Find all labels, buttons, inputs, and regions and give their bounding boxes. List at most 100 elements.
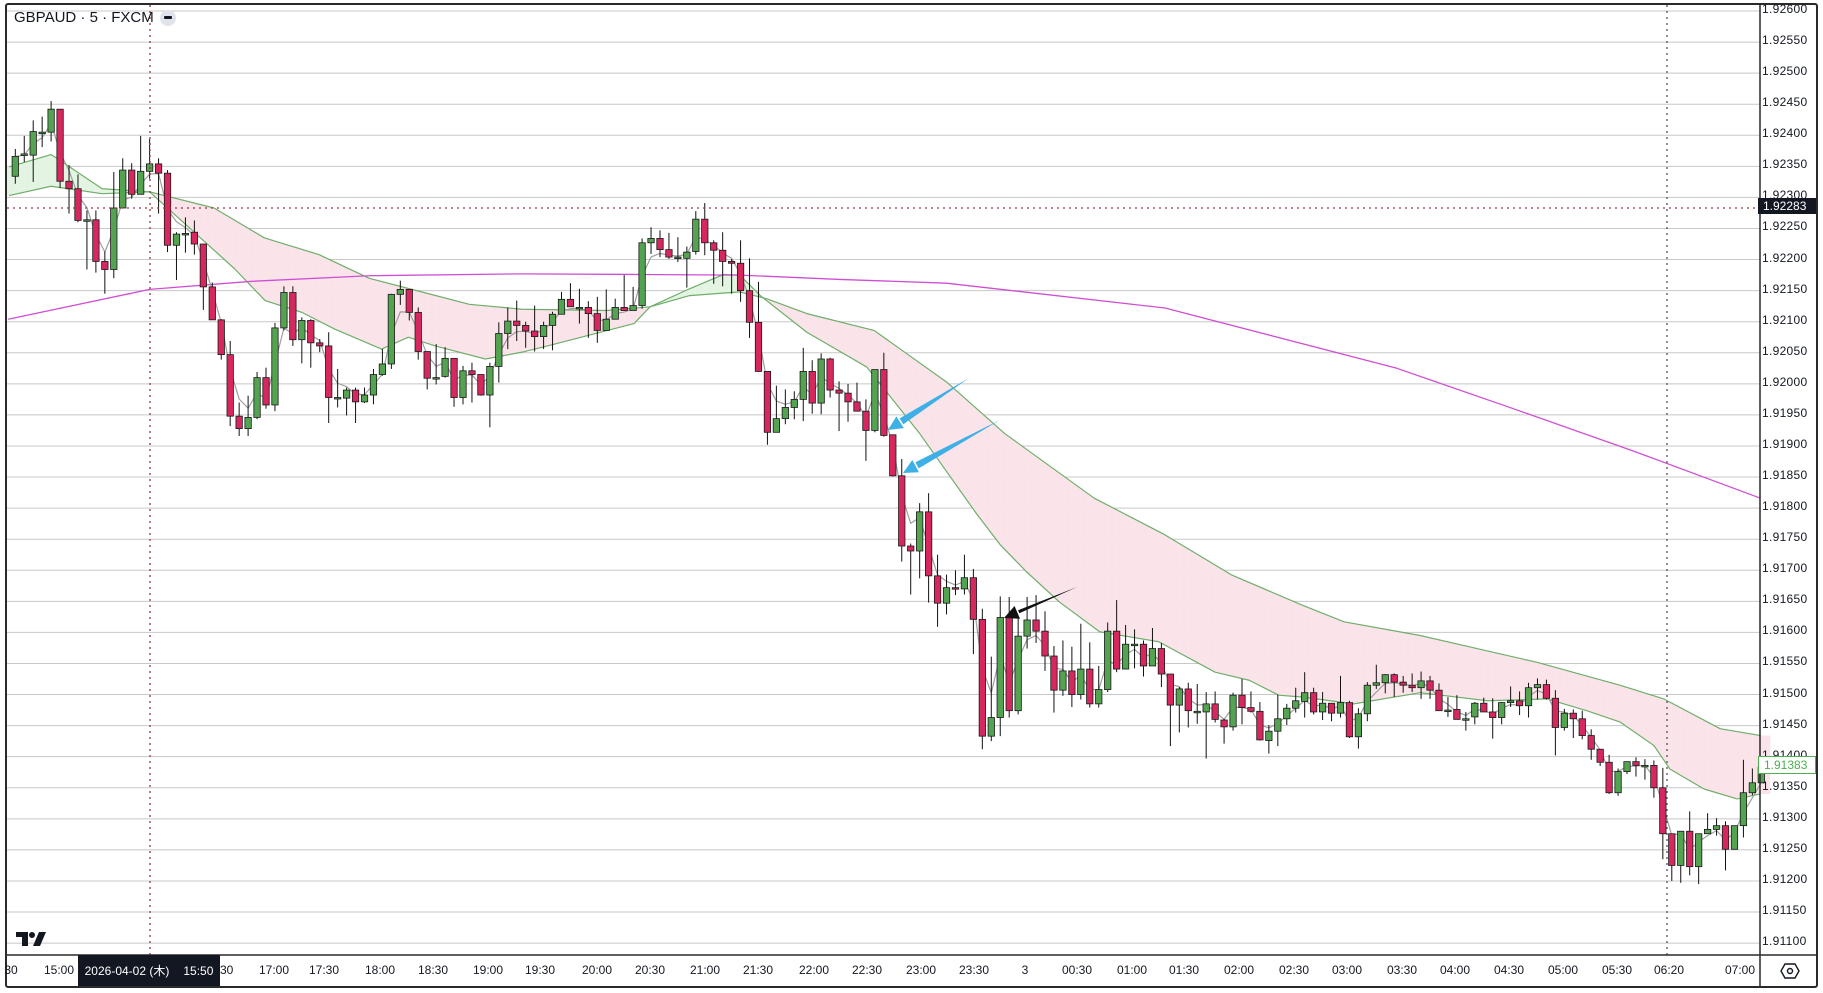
candle [441,347,449,378]
grid-lines [7,10,1760,944]
candle [933,554,942,627]
ma-band-segment [668,294,678,302]
time-tick-label: 05:00 [1547,963,1579,977]
candle [1659,767,1667,860]
candle [1121,624,1130,670]
candle [1623,761,1631,775]
blue-arrow-drawing [903,420,1000,473]
ma-band-segment [1268,590,1278,695]
candle [692,211,700,255]
ma-band-segment [1179,543,1189,658]
candle-body-up [1739,792,1748,827]
ma-band-segment [1295,602,1305,698]
price-tick-label: 1.91250 [1762,840,1808,855]
candle-body-down [889,434,897,477]
ma-band-segment [1134,519,1144,640]
ma-band-segment [1116,509,1126,637]
ma-band-segment [856,326,866,367]
ma-band-segment [1277,594,1287,696]
ma-band-segment [624,308,634,327]
candle-body-down [1256,710,1264,741]
candle-body-up [1524,687,1533,707]
candle-body-down [566,298,575,308]
candle-body-up [1265,730,1273,741]
ma-band-segment [964,397,974,510]
candle-body-down [1408,684,1416,689]
ma-band-segment [328,259,338,331]
price-tick-label: 1.92200 [1762,250,1808,265]
candle [20,135,28,163]
candle-body-down [1310,692,1318,713]
ma-band-segment [1698,717,1708,791]
candle-body-down [235,415,243,429]
minus-icon[interactable] [159,9,176,26]
ma-band-segment [301,249,311,317]
candle [163,170,172,253]
candle-body-down [1032,619,1040,632]
ma-band-segment [266,238,275,304]
candle [1748,768,1756,796]
settings-icon[interactable] [1780,962,1800,980]
candle [387,293,395,369]
candle-body-down [736,262,745,292]
candle-body-down [208,286,216,321]
ma-band-segment [1358,624,1368,704]
candle-body-down [1390,674,1398,683]
ma-band-segment [373,279,383,349]
candle [414,307,422,360]
ma-band-segment [1349,622,1359,704]
candle-body-down [101,261,109,270]
ma-band-segment [95,184,105,194]
candle [1130,629,1139,669]
ma-band-segment [1170,538,1180,653]
price-tick-label: 1.91450 [1762,716,1808,731]
candle-body-down [1050,655,1058,691]
tradingview-logo-icon[interactable] [16,930,48,948]
candle [1578,710,1586,740]
candle-body-up [647,238,655,244]
candle-body-down [477,374,485,396]
candle [298,317,306,364]
time-tick-label: 18:30 [417,963,449,977]
candle-body-down [584,307,592,315]
candle [862,399,870,461]
candle-body-up [83,219,91,222]
ma-band-segment [463,302,472,356]
ma-band-segment [507,307,517,355]
chart-canvas[interactable] [7,5,1818,988]
price-tick-label: 1.91650 [1762,592,1808,607]
ma-band-segment [194,203,204,241]
candle-body-down [1068,670,1076,695]
price-tick-label: 1.92600 [1762,2,1808,16]
candle-body-down [933,575,942,604]
candle [1283,703,1291,725]
candle-body-down [1542,684,1551,699]
candle [978,608,986,750]
symbol-title[interactable]: GBPAUD · 5 · FXCM [14,9,154,26]
candle [871,369,879,433]
candle-body-down [1139,643,1148,667]
ma-band-segment [1322,613,1332,701]
indicator-lines [8,122,1762,851]
candle [1480,697,1488,713]
ma-band-segment [1224,570,1234,677]
candle-body-down [307,320,315,344]
candle-body-up [1301,692,1309,702]
candle [969,569,977,655]
candle-body-down [1247,707,1255,712]
candle-body-down [468,370,476,375]
drawings[interactable] [888,378,1077,619]
candle-body-down [656,238,664,251]
candle [790,391,798,420]
time-tick-label: 02:30 [1278,963,1310,977]
candle [1569,709,1577,739]
candle [1721,821,1730,871]
candle [262,367,270,409]
candle-body-down [513,320,521,326]
candle-body-down [128,169,136,195]
time-tick-label: 21:00 [689,963,721,977]
candle [334,368,342,408]
ma-long-line [8,273,1761,499]
symbol-legend[interactable]: GBPAUD · 5 · FXCM [14,9,176,26]
ma-band-segment [1152,528,1162,644]
